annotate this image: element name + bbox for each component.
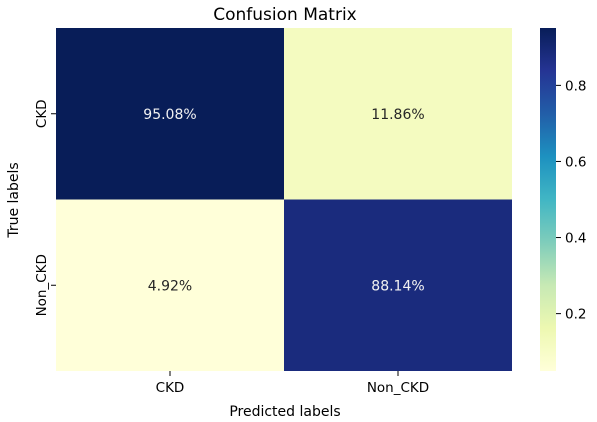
heatmap-cell-label: 88.14% — [371, 278, 424, 294]
x-tick-label: CKD — [156, 380, 185, 396]
heatmap-cell — [56, 199, 284, 371]
colorbar-tick-label: 0.4 — [565, 231, 586, 247]
heatmap-cell — [284, 199, 512, 371]
x-tick-label: Non_CKD — [367, 380, 429, 396]
heatmap-cell — [284, 28, 512, 200]
y-axis-ticks: CKD Non_CKD — [34, 99, 56, 316]
colorbar-tick-label: 0.6 — [565, 154, 586, 170]
y-tick-label: Non_CKD — [34, 254, 50, 316]
colorbar: 0.2 0.4 0.6 0.8 — [540, 28, 586, 371]
colorbar-tick-label: 0.2 — [565, 307, 586, 323]
chart-title: Confusion Matrix — [213, 5, 357, 25]
y-tick-label: CKD — [34, 99, 50, 128]
heatmap-cell-label: 95.08% — [143, 107, 196, 123]
heatmap-cell-label: 4.92% — [148, 278, 192, 294]
heatmap-cell — [56, 28, 284, 200]
colorbar-tick-label: 0.8 — [565, 78, 586, 94]
x-axis-label: Predicted labels — [229, 404, 340, 420]
heatmap-cell-label: 11.86% — [371, 107, 424, 123]
x-axis-ticks: CKD Non_CKD — [156, 371, 429, 396]
colorbar-gradient — [540, 28, 556, 371]
y-axis-label: True labels — [6, 162, 22, 238]
heatmap-grid: 95.08% 11.86% 4.92% 88.14% — [56, 28, 512, 371]
